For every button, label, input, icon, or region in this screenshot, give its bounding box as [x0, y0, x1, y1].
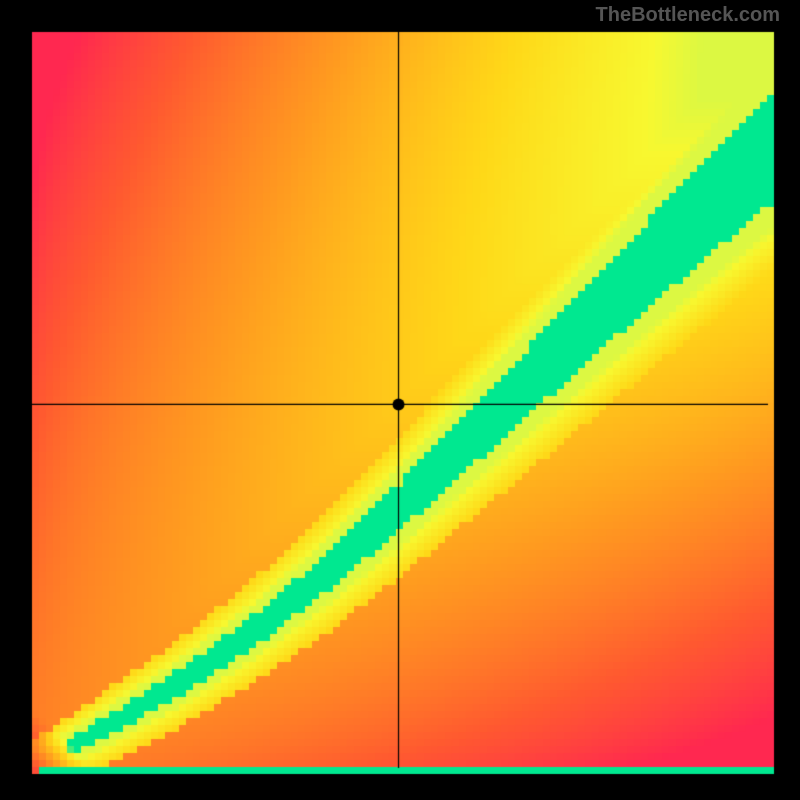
bottleneck-heatmap [0, 0, 800, 800]
chart-container: TheBottleneck.com [0, 0, 800, 800]
watermark-text: TheBottleneck.com [596, 4, 780, 27]
